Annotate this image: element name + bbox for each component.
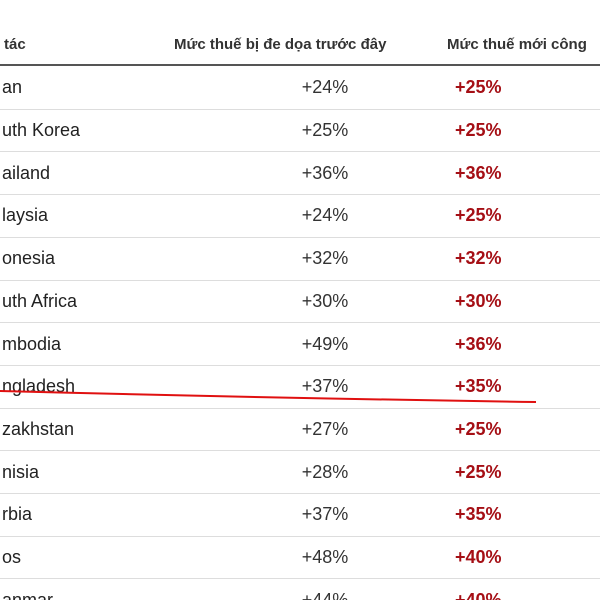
previous-rate-cell: +24% (301, 77, 349, 98)
new-rate-cell: +32% (455, 248, 502, 269)
country-cell: nisia (2, 461, 40, 482)
header-cell: Mức thuế bị đe dọa trước đây (174, 36, 387, 53)
header-cell: Mức thuế mới công (447, 36, 587, 53)
row-separator (0, 364, 600, 366)
country-cell: an (2, 77, 23, 98)
country-cell: onesia (2, 248, 56, 269)
new-rate-cell: +25% (455, 461, 502, 482)
row-separator (0, 151, 600, 153)
country-cell: laysia (2, 205, 49, 226)
header-cell: tác (4, 36, 26, 53)
previous-rate-cell: +30% (301, 290, 349, 311)
country-cell: mbodia (2, 333, 62, 354)
previous-rate-cell: +44% (301, 589, 349, 600)
country-cell: ailand (2, 162, 51, 183)
new-rate-cell: +25% (455, 120, 502, 141)
previous-rate-cell: +37% (301, 504, 349, 525)
previous-rate-cell: +36% (301, 162, 349, 183)
row-separator (0, 236, 600, 238)
row-separator (0, 108, 600, 110)
country-cell: zakhstan (2, 418, 75, 439)
header-rule (0, 64, 600, 66)
new-rate-cell: +25% (455, 77, 502, 98)
country-cell: anmar (2, 589, 54, 600)
country-cell: uth Korea (2, 120, 81, 141)
previous-rate-cell: +25% (301, 120, 349, 141)
new-rate-cell: +40% (455, 589, 502, 600)
new-rate-cell: +25% (455, 418, 502, 439)
new-rate-cell: +35% (455, 504, 502, 525)
row-separator (0, 535, 600, 537)
row-separator (0, 322, 600, 324)
previous-rate-cell: +49% (301, 333, 349, 354)
row-separator (0, 578, 600, 580)
previous-rate-cell: +37% (301, 376, 349, 397)
row-separator (0, 407, 600, 409)
country-cell: rbia (2, 504, 33, 525)
previous-rate-cell: +24% (301, 205, 349, 226)
new-rate-cell: +30% (455, 290, 502, 311)
previous-rate-cell: +48% (301, 547, 349, 568)
previous-rate-cell: +27% (301, 418, 349, 439)
new-rate-cell: +25% (455, 205, 502, 226)
row-separator (0, 194, 600, 196)
row-separator (0, 450, 600, 452)
row-separator (0, 493, 600, 494)
red-underline (0, 390, 537, 403)
new-rate-cell: +35% (455, 376, 502, 397)
previous-rate-cell: +32% (301, 248, 349, 269)
new-rate-cell: +36% (455, 162, 502, 183)
new-rate-cell: +36% (455, 333, 502, 354)
new-rate-cell: +40% (455, 547, 502, 568)
previous-rate-cell: +28% (301, 461, 349, 482)
country-cell: uth Africa (2, 290, 78, 311)
row-separator (0, 279, 600, 281)
country-cell: os (2, 547, 22, 568)
